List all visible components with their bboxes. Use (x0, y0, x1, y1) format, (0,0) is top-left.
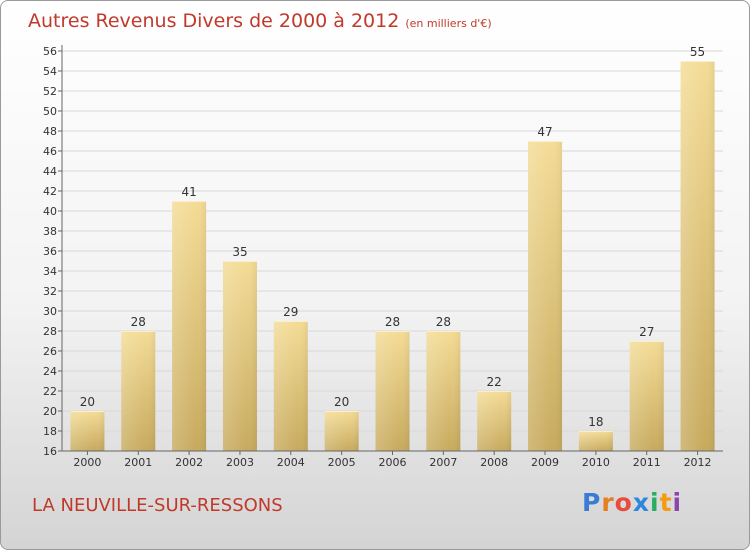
y-tick-label: 34 (43, 265, 57, 278)
y-tick-label: 28 (43, 325, 57, 338)
x-tick-label: 2007 (429, 456, 457, 469)
bar-shade (578, 431, 613, 451)
y-tick-label: 26 (43, 345, 57, 358)
bar-shade (680, 61, 715, 451)
proxiti-logo[interactable]: Proxiti (582, 488, 682, 517)
x-tick-label: 2003 (226, 456, 254, 469)
x-tick-label: 2005 (328, 456, 356, 469)
chart-title-unit: (en milliers d'€) (405, 17, 492, 30)
bar-value-label: 20 (334, 395, 349, 409)
bar-value-label: 29 (283, 305, 298, 319)
place-name: LA NEUVILLE-SUR-RESSONS (32, 495, 283, 516)
x-tick-label: 2009 (531, 456, 559, 469)
logo-letter: i (650, 488, 660, 517)
logo-letter: i (672, 488, 683, 517)
bar-shade (172, 201, 207, 451)
x-tick-label: 2011 (633, 456, 661, 469)
chart-title-main: Autres Revenus Divers de 2000 à 2012 (28, 10, 400, 32)
logo-letter: P (582, 488, 602, 517)
x-tick-label: 2006 (379, 456, 407, 469)
x-tick-label: 2010 (582, 456, 610, 469)
bar-shade (222, 261, 257, 451)
logo-letter: r (601, 488, 615, 517)
y-tick-label: 56 (43, 45, 57, 58)
bar-value-label: 20 (80, 395, 95, 409)
y-tick-label: 22 (43, 385, 57, 398)
bars (70, 61, 715, 451)
bar-shade (477, 391, 512, 451)
bar-value-label: 35 (232, 245, 247, 259)
logo-letter: x (632, 488, 650, 517)
bar-shade (629, 341, 664, 451)
axes (58, 45, 723, 455)
y-tick-label: 54 (43, 65, 57, 78)
bar-shade (426, 331, 461, 451)
bar-value-label: 28 (385, 315, 400, 329)
y-tick-label: 42 (43, 185, 57, 198)
bar-value-label: 41 (181, 185, 196, 199)
bar-shade (121, 331, 156, 451)
y-tick-label: 32 (43, 285, 57, 298)
x-tick-label: 2008 (480, 456, 508, 469)
bar-value-label: 47 (537, 125, 552, 139)
y-tick-label: 52 (43, 85, 57, 98)
y-tick-label: 50 (43, 105, 57, 118)
bar-value-label: 55 (690, 45, 705, 59)
y-tick-label: 30 (43, 305, 57, 318)
bar-shade (70, 411, 105, 451)
y-tick-label: 24 (43, 365, 57, 378)
x-tick-label: 2012 (684, 456, 712, 469)
x-tick-label: 2002 (175, 456, 203, 469)
labels: 16 18 20 22 24 26 28 30 32 34 36 38 40 42 44 46 48 50 52 54… (43, 45, 712, 469)
bar-value-label: 22 (487, 375, 502, 389)
bar-shade (273, 321, 308, 451)
chart-title: Autres Revenus Divers de 2000 à 2012 (en … (28, 10, 492, 32)
y-tick-label: 38 (43, 225, 57, 238)
bar-value-label: 18 (588, 415, 603, 429)
bar-shade (528, 141, 563, 451)
y-tick-label: 18 (43, 425, 57, 438)
x-tick-label: 2001 (124, 456, 152, 469)
bar-value-label: 28 (131, 315, 146, 329)
y-tick-label: 44 (43, 165, 57, 178)
y-tick-label: 36 (43, 245, 57, 258)
bar-value-label: 27 (639, 325, 654, 339)
y-tick-label: 20 (43, 405, 57, 418)
y-tick-label: 46 (43, 145, 57, 158)
x-tick-label: 2000 (73, 456, 101, 469)
bar-shade (324, 411, 359, 451)
y-tick-label: 16 (43, 445, 57, 458)
logo-letter: o (614, 488, 633, 517)
logo-letter: t (659, 488, 673, 517)
x-tick-label: 2004 (277, 456, 305, 469)
y-tick-label: 48 (43, 125, 57, 138)
bar-value-label: 28 (436, 315, 451, 329)
y-tick-label: 40 (43, 205, 57, 218)
bar-shade (375, 331, 410, 451)
